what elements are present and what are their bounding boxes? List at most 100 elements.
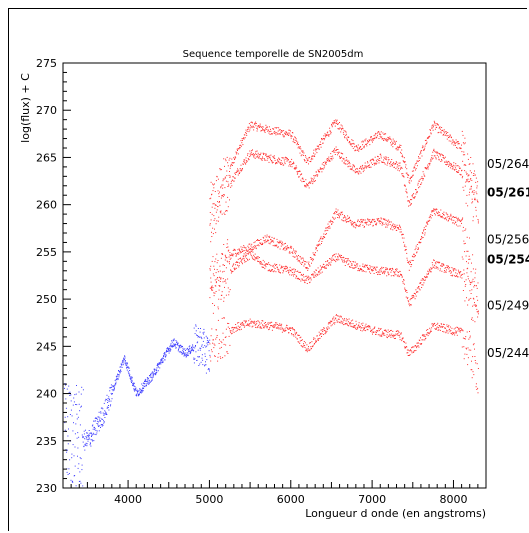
data-point	[326, 159, 328, 161]
data-point	[83, 445, 85, 447]
data-point	[151, 372, 153, 374]
data-point	[466, 179, 467, 181]
data-point	[214, 183, 215, 185]
data-point	[278, 129, 280, 131]
data-point	[123, 357, 124, 359]
data-point	[307, 184, 309, 186]
data-point	[417, 184, 419, 186]
data-point	[243, 137, 245, 139]
data-point	[456, 141, 458, 142]
data-point	[314, 341, 316, 343]
data-point	[466, 250, 468, 252]
data-point	[405, 347, 406, 348]
data-point	[230, 254, 232, 256]
data-point	[477, 299, 479, 301]
data-point	[153, 370, 155, 372]
data-point	[272, 240, 274, 241]
data-point	[452, 141, 454, 143]
data-point	[437, 152, 439, 154]
data-point	[369, 325, 371, 327]
data-point	[442, 154, 444, 156]
data-point	[345, 217, 347, 219]
data-point	[97, 418, 99, 420]
data-point	[96, 423, 98, 424]
data-point	[250, 250, 252, 252]
data-point	[405, 342, 407, 344]
data-point	[458, 272, 460, 273]
data-point	[474, 170, 475, 172]
data-point	[415, 169, 416, 171]
data-point	[378, 269, 380, 271]
data-point	[418, 187, 419, 189]
data-point	[323, 266, 325, 268]
data-point	[383, 270, 385, 272]
data-point	[424, 279, 426, 281]
data-point	[342, 259, 344, 261]
data-point	[372, 328, 374, 330]
data-point	[381, 335, 383, 337]
data-point	[389, 221, 391, 223]
data-point	[275, 324, 277, 326]
data-point	[175, 344, 177, 345]
data-point	[462, 186, 464, 188]
data-point	[246, 324, 248, 326]
data-point	[444, 134, 446, 136]
data-point	[189, 345, 191, 347]
data-point	[202, 364, 204, 366]
data-point	[384, 271, 386, 273]
data-point	[280, 131, 282, 133]
data-point	[473, 374, 475, 376]
data-point	[313, 149, 315, 151]
data-point	[169, 349, 171, 351]
data-point	[438, 158, 440, 160]
data-point	[382, 132, 384, 134]
data-point	[455, 269, 457, 271]
data-point	[329, 258, 331, 260]
data-point	[243, 138, 245, 140]
data-point	[115, 381, 117, 383]
data-point	[151, 378, 153, 380]
data-point	[328, 322, 330, 324]
data-point	[230, 181, 232, 183]
data-point	[225, 257, 227, 259]
data-point	[108, 405, 109, 406]
data-point	[351, 224, 353, 226]
data-point	[409, 350, 411, 352]
data-point	[411, 297, 413, 299]
data-point	[327, 226, 329, 228]
data-point	[73, 397, 75, 399]
data-point	[392, 336, 394, 338]
data-point	[327, 223, 329, 225]
data-point	[211, 287, 213, 289]
data-point	[320, 144, 322, 145]
data-point	[248, 156, 250, 158]
data-point	[115, 383, 117, 385]
data-point	[251, 320, 253, 322]
data-point	[393, 226, 395, 228]
data-point	[241, 259, 243, 261]
data-point	[74, 446, 76, 448]
data-point	[368, 141, 370, 143]
data-point	[64, 416, 66, 418]
data-point	[257, 152, 259, 154]
data-point	[198, 356, 200, 358]
data-point	[277, 268, 279, 270]
data-point	[295, 139, 297, 141]
data-point	[176, 341, 178, 343]
data-point	[420, 151, 421, 153]
data-point	[336, 120, 337, 122]
data-point	[234, 249, 236, 251]
data-point	[397, 146, 399, 148]
data-point	[396, 162, 398, 164]
data-point	[295, 336, 297, 338]
data-point	[282, 269, 284, 271]
data-point	[397, 274, 399, 276]
data-point	[371, 269, 373, 271]
data-point	[283, 130, 285, 132]
data-point	[348, 263, 350, 265]
data-point	[229, 175, 231, 177]
data-point	[179, 345, 181, 347]
data-point	[416, 342, 418, 344]
data-point	[421, 343, 423, 344]
data-point	[211, 349, 212, 351]
